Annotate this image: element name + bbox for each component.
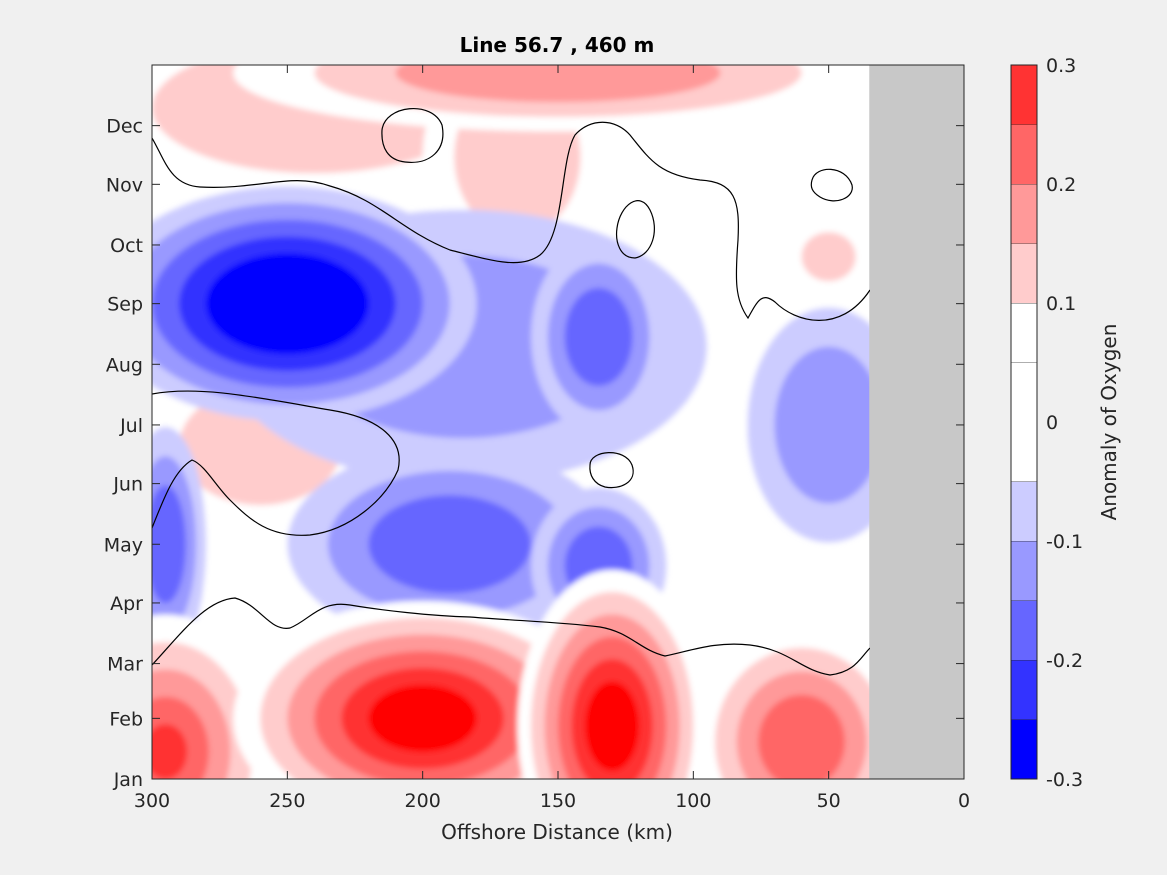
no-data-region xyxy=(869,65,964,779)
contour-level-patch xyxy=(581,312,616,362)
colorbar-segment xyxy=(1011,124,1037,184)
zero-contour-line xyxy=(810,168,853,202)
x-tick-label: 150 xyxy=(540,790,576,812)
y-tick-label: Jan xyxy=(113,769,143,791)
colorbar-label: Anomaly of Oxygen xyxy=(1097,324,1121,521)
colorbar-segment xyxy=(1011,541,1037,601)
colorbar-tick-label: 0 xyxy=(1046,412,1058,434)
contour-level-patch xyxy=(155,514,176,574)
contour-level-patch xyxy=(801,385,856,465)
colorbar-segment xyxy=(1011,660,1037,720)
x-tick-label: 300 xyxy=(134,790,170,812)
contour-level-patch xyxy=(779,718,824,766)
chart-title: Line 56.7 , 460 m xyxy=(460,33,655,57)
colorbar-segment xyxy=(1011,481,1037,541)
colorbar-segment xyxy=(1011,600,1037,660)
colorbar-segment xyxy=(1011,362,1037,482)
colorbar-segment xyxy=(1011,303,1037,363)
colorbar-segment xyxy=(1011,65,1037,125)
y-tick-label: Apr xyxy=(110,593,143,615)
contour-level-patch xyxy=(801,232,856,282)
y-tick-label: Feb xyxy=(109,708,143,730)
x-tick-label: 200 xyxy=(405,790,441,812)
colorbar-segment xyxy=(1011,243,1037,303)
zero-contour-line xyxy=(381,108,444,163)
contour-level-patch xyxy=(152,724,188,779)
zero-contour-line xyxy=(152,390,400,536)
zero-contour-lines xyxy=(152,108,870,676)
colorbar-segment xyxy=(1011,719,1037,779)
x-tick-label: 0 xyxy=(958,790,970,812)
colorbar-tick-label: -0.1 xyxy=(1046,531,1083,553)
x-axis-label: Offshore Distance (km) xyxy=(441,820,673,844)
x-tick-label: 50 xyxy=(817,790,841,812)
y-tick-label: Dec xyxy=(106,116,143,138)
y-tick-label: Mar xyxy=(107,654,143,676)
y-tick-label: Jul xyxy=(119,415,143,437)
contour-field xyxy=(152,65,870,779)
zero-contour-line xyxy=(152,121,870,321)
colorbar: -0.3 -0.2 -0.1 0 0.1 0.2 0.3 xyxy=(1010,55,1083,791)
colorbar-tick-label: 0.3 xyxy=(1046,55,1076,77)
y-tick-label: Oct xyxy=(110,235,143,257)
colorbar-tick-label: 0.2 xyxy=(1046,174,1076,196)
y-tick-label: Nov xyxy=(106,174,143,196)
x-tick-label: 250 xyxy=(269,790,305,812)
y-tick-label: Sep xyxy=(107,294,143,316)
y-tick-label: May xyxy=(104,534,143,556)
colorbar-tick-label: 0.1 xyxy=(1046,293,1076,315)
zero-contour-line xyxy=(589,452,634,489)
contour-level-patch xyxy=(485,117,549,197)
contour-level-patch xyxy=(260,286,315,321)
contour-level-patch xyxy=(598,703,626,749)
y-tick-label: Aug xyxy=(106,354,143,376)
contour-level-patch xyxy=(409,519,491,569)
colorbar-tick-label: -0.3 xyxy=(1046,769,1083,791)
x-tick-label: 100 xyxy=(675,790,711,812)
y-tick-label: Jun xyxy=(112,474,143,496)
contour-level-patch xyxy=(395,701,450,736)
contour-level-patch xyxy=(476,65,640,88)
colorbar-frame xyxy=(1010,64,1038,780)
zero-contour-line xyxy=(615,200,655,259)
contour-levels xyxy=(152,65,870,779)
colorbar-tick-label: -0.2 xyxy=(1046,650,1083,672)
colorbar-segment xyxy=(1011,184,1037,244)
zero-contour-line xyxy=(152,597,870,676)
